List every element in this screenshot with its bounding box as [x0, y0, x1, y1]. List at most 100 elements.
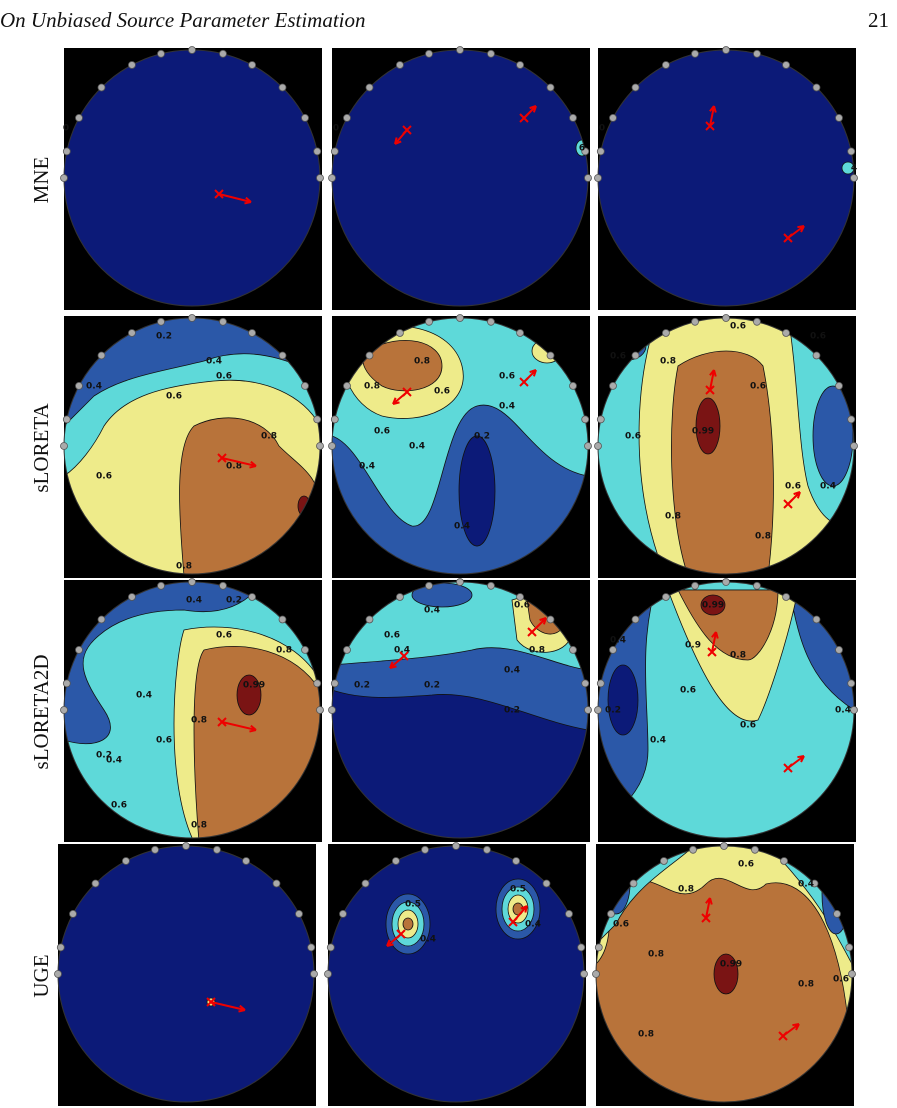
contour-label: 0.4: [798, 880, 814, 890]
electrode: [301, 114, 309, 122]
electrode: [722, 46, 730, 54]
topomap: 04: [594, 46, 858, 310]
electrode: [392, 857, 400, 865]
contour-label: 0.6: [680, 686, 696, 696]
contour-label: 4: [851, 164, 857, 174]
dipole-arrow: [787, 491, 801, 505]
electrode: [219, 581, 227, 590]
contour-label: 0.6: [833, 975, 849, 985]
electrode: [316, 174, 324, 182]
contour-label: 0.8: [798, 980, 814, 990]
electrode: [631, 351, 640, 360]
electrode: [361, 879, 370, 888]
dipole-arrow: [523, 105, 537, 119]
contour-label: 0.4: [499, 402, 515, 412]
electrode: [313, 147, 322, 156]
electrode: [128, 329, 136, 337]
electrode: [128, 593, 136, 601]
contour-label: 0.6: [610, 352, 626, 362]
contour-label: 0.4: [525, 920, 541, 930]
contour-region: [193, 646, 320, 838]
electrode: [812, 351, 821, 360]
electrode: [339, 910, 347, 918]
contour-label: 0.6: [216, 631, 232, 641]
topomap: 0.4 0.20.60.80.990.80.40.20.60.40.60.8: [60, 578, 324, 842]
electrode: [753, 49, 761, 58]
electrode: [456, 46, 464, 54]
electrode: [313, 415, 322, 424]
electrode: [662, 593, 670, 601]
electrode: [54, 970, 62, 978]
contour-label: 0.4: [206, 357, 222, 367]
electrode: [330, 679, 339, 688]
electrode: [213, 845, 221, 854]
electrode: [594, 442, 602, 450]
electrode: [850, 706, 858, 714]
contour-label: 0.6: [625, 432, 641, 442]
electrode: [69, 910, 77, 918]
topomap: 0.5 0.4 0.5 0.4: [324, 842, 588, 1106]
electrode: [607, 910, 615, 918]
electrode: [301, 382, 309, 390]
contour-label: 0.6: [96, 472, 112, 482]
contour-region: [458, 435, 496, 547]
electrode: [365, 351, 374, 360]
electrode: [662, 61, 670, 69]
dipole-arrow: [221, 457, 257, 469]
electrode: [720, 842, 728, 850]
contour-label: 0.8: [276, 646, 292, 656]
electrode: [278, 83, 287, 92]
electrode: [487, 581, 495, 590]
contour-label: 0.6: [613, 920, 629, 930]
contour-region: [64, 582, 265, 744]
contour-label: 0.6: [374, 427, 390, 437]
contour-region: [695, 397, 721, 455]
page-number: 21: [868, 8, 889, 32]
contour-label: 0.4: [820, 482, 836, 492]
electrode: [396, 329, 404, 337]
contour-label: 0.8: [660, 357, 676, 367]
contour-label: 0.8: [176, 562, 192, 572]
electrode: [330, 147, 339, 156]
row-label: sLORETA2D: [29, 655, 53, 770]
electrode: [182, 842, 190, 850]
electrode: [631, 83, 640, 92]
contour-label: 0.5: [510, 885, 526, 895]
contour-fill: [58, 846, 314, 1102]
electrode: [487, 317, 495, 326]
electrode: [631, 615, 640, 624]
dipole-arrow: [709, 369, 717, 391]
contour-label: 0.4: [424, 606, 440, 616]
electrode: [330, 415, 339, 424]
electrode: [396, 61, 404, 69]
electrode: [782, 61, 790, 69]
contour-region: [700, 594, 726, 616]
contour-label: 0.99: [720, 960, 742, 970]
contour-label: 0.99: [692, 427, 714, 437]
electrode: [722, 578, 730, 586]
electrode: [313, 679, 322, 688]
contour-label: 0.8: [191, 821, 207, 831]
base-level: [332, 50, 588, 306]
contour-label: 0.6: [384, 631, 400, 641]
electrode: [596, 147, 605, 156]
contour-label: 0.8: [638, 1030, 654, 1040]
contour-label: 0.4: [650, 736, 666, 746]
row-label: sLORETA: [29, 403, 53, 493]
contour-label: 0.2: [156, 332, 172, 342]
contour-region: [362, 339, 443, 392]
electrode: [316, 706, 324, 714]
electrode: [343, 382, 351, 390]
electrode: [483, 845, 491, 854]
contour-label: 0.6: [750, 382, 766, 392]
contour-label: 0.6: [785, 482, 801, 492]
electrode: [516, 61, 524, 69]
electrode: [188, 578, 196, 586]
electrode: [343, 646, 351, 654]
electrode: [848, 970, 856, 978]
electrode: [97, 83, 106, 92]
electrode: [516, 593, 524, 601]
electrode: [456, 314, 464, 322]
electrode: [569, 382, 577, 390]
electrode: [596, 679, 605, 688]
